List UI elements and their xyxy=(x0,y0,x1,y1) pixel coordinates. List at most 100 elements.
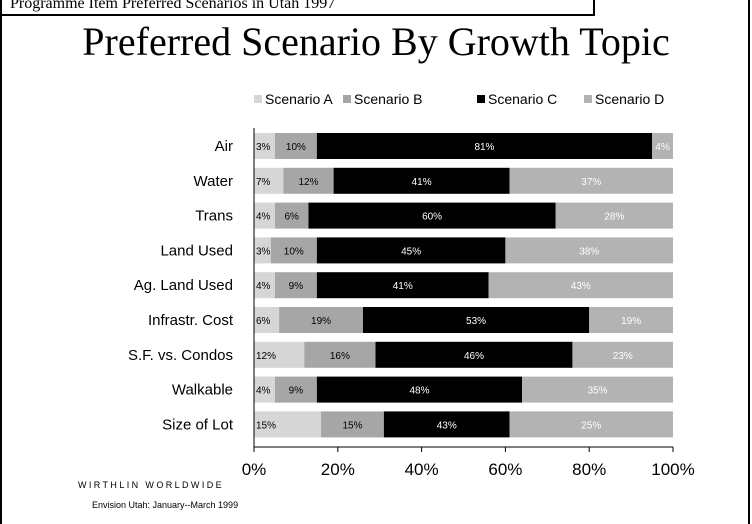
bar-data-label: 4% xyxy=(256,386,271,397)
bar-data-label: 9% xyxy=(289,386,304,397)
bar-segment xyxy=(321,411,384,438)
bar-row-walkable: 4% 9% 48% 35% xyxy=(254,376,673,403)
bar-data-label: 41% xyxy=(393,281,413,292)
top-cut-text: Programme Item Preferred Scenarios in Ut… xyxy=(10,0,336,12)
bar-segment xyxy=(304,341,376,368)
legend-item-scenario-b: Scenario B xyxy=(343,91,422,107)
bar-segment xyxy=(254,202,275,229)
category-label: Land Used xyxy=(160,242,233,259)
x-tick-label: 40% xyxy=(405,460,439,479)
bar-segment xyxy=(316,376,523,403)
bar-segment xyxy=(254,376,275,403)
bar-data-label: 53% xyxy=(466,316,486,327)
bar-data-label: 38% xyxy=(579,246,599,257)
bar-segment xyxy=(375,341,573,368)
legend-swatch xyxy=(477,95,485,103)
x-axis: 0% 20% 40% 60% 80% 100% xyxy=(242,128,695,479)
bar-data-label: 28% xyxy=(604,212,624,223)
bar-data-label: 41% xyxy=(412,177,432,188)
footer-brand: WIRTHLIN WORLDWIDE xyxy=(78,480,225,490)
bar-segment xyxy=(362,307,590,333)
bar-area: 3% 10% 81% 4%7% 12% 41% 37%4% 6% 60% 28%3% 10% 45% 3… xyxy=(254,133,673,438)
legend-item-scenario-c: Scenario C xyxy=(477,91,557,107)
legend-item-scenario-d: Scenario D xyxy=(584,91,664,107)
bar-data-label: 60% xyxy=(422,212,442,223)
bar-data-label: 16% xyxy=(330,351,350,362)
x-tick-label: 60% xyxy=(488,460,522,479)
bar-data-label: 19% xyxy=(621,316,641,327)
bar-data-label: 48% xyxy=(409,386,429,397)
bar-segment xyxy=(509,411,673,438)
bar-segment xyxy=(274,133,317,159)
bar-segment xyxy=(274,272,317,299)
page-title: Preferred Scenario By Growth Topic xyxy=(82,19,670,64)
bar-row-ag-land-used: 4% 9% 41% 43% xyxy=(254,272,673,299)
bar-data-label: 15% xyxy=(342,420,362,431)
category-labels: Air Water Trans Land Used Ag. Land Used Infra… xyxy=(128,138,234,433)
bar-segment xyxy=(522,376,673,403)
category-label: Trans xyxy=(195,208,233,225)
footer-note: Envision Utah: January--March 1999 xyxy=(92,500,239,510)
x-tick-label: 20% xyxy=(321,460,355,479)
bar-data-label: 45% xyxy=(401,246,421,257)
legend-swatch xyxy=(343,95,351,103)
bar-row-land-used: 3% 10% 45% 38% xyxy=(254,237,673,264)
bar-segment xyxy=(383,411,510,438)
legend-label: Scenario D xyxy=(595,91,664,107)
bar-data-label: 25% xyxy=(581,420,601,431)
bar-segment xyxy=(279,307,363,333)
bar-data-label: 12% xyxy=(256,351,276,362)
bar-data-label: 4% xyxy=(256,281,271,292)
bar-data-label: 12% xyxy=(298,177,318,188)
bar-row-trans: 4% 6% 60% 28% xyxy=(254,202,673,229)
bar-segment xyxy=(283,167,334,194)
bar-data-label: 35% xyxy=(588,386,608,397)
bar-data-label: 15% xyxy=(256,420,276,431)
bar-segment xyxy=(254,411,322,438)
bar-segment xyxy=(316,133,653,159)
bar-data-label: 9% xyxy=(289,281,304,292)
bar-segment xyxy=(589,307,673,333)
category-label: Walkable xyxy=(172,382,233,399)
bar-data-label: 6% xyxy=(284,212,299,223)
bar-data-label: 3% xyxy=(256,246,271,257)
bar-data-label: 37% xyxy=(581,177,601,188)
bar-data-label: 10% xyxy=(284,246,304,257)
bar-data-label: 7% xyxy=(256,177,271,188)
legend-label: Scenario C xyxy=(488,91,557,107)
bar-data-label: 46% xyxy=(464,351,484,362)
x-tick-label: 0% xyxy=(242,460,267,479)
legend-item-scenario-a: Scenario A xyxy=(254,91,333,107)
legend-label: Scenario B xyxy=(354,91,422,107)
bar-segment xyxy=(254,133,275,159)
bar-segment xyxy=(316,237,506,264)
x-tick-label: 80% xyxy=(572,460,606,479)
bar-segment xyxy=(316,272,489,299)
bar-segment xyxy=(488,272,673,299)
top-divider xyxy=(593,0,595,14)
bar-segment xyxy=(308,202,556,229)
category-label: Infrastr. Cost xyxy=(148,312,234,329)
bar-data-label: 4% xyxy=(256,212,271,223)
bar-data-label: 6% xyxy=(256,316,271,327)
bar-data-label: 3% xyxy=(256,142,271,153)
bar-segment xyxy=(254,307,280,333)
bar-row-air: 3% 10% 81% 4% xyxy=(254,133,673,159)
bar-segment xyxy=(254,237,271,264)
bar-row-s-f-vs-condos: 12% 16% 46% 23% xyxy=(254,341,673,368)
bar-data-label: 4% xyxy=(655,142,670,153)
x-tick-label: 100% xyxy=(651,460,694,479)
bar-data-label: 19% xyxy=(311,316,331,327)
bar-data-label: 43% xyxy=(571,281,591,292)
bar-row-infrastr-cost: 6% 19% 53% 19% xyxy=(254,307,673,333)
category-label: S.F. vs. Condos xyxy=(128,347,233,364)
top-rule xyxy=(0,14,595,16)
bar-segment xyxy=(505,237,673,264)
category-label: Water xyxy=(194,173,233,190)
bar-data-label: 10% xyxy=(286,142,306,153)
bar-segment xyxy=(274,376,317,403)
bar-segment xyxy=(652,133,673,159)
